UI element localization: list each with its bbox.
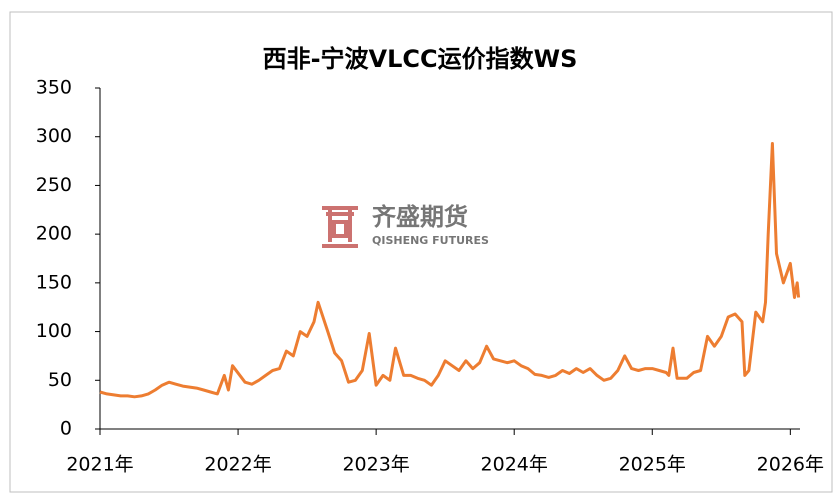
y-tick-label: 150 — [36, 271, 72, 293]
y-tick-label: 200 — [36, 223, 72, 245]
y-tick-label: 250 — [36, 174, 72, 196]
y-tick-label: 100 — [36, 320, 72, 342]
y-tick-label: 300 — [36, 125, 72, 147]
chart-frame — [9, 11, 833, 493]
x-tick-label: 2022年 — [204, 454, 271, 476]
y-tick-label: 50 — [48, 369, 72, 391]
x-tick-label: 2025年 — [619, 454, 686, 476]
watermark-subname: QISHENG FUTURES — [372, 234, 489, 247]
chart-title: 西非-宁波VLCC运价指数WS — [263, 45, 578, 73]
watermark: 齐盛期货 QISHENG FUTURES — [322, 203, 489, 248]
series-line — [99, 142, 801, 399]
x-tick-label: 2026年 — [757, 454, 824, 476]
x-tick-label: 2024年 — [481, 454, 548, 476]
y-tick-label: 350 — [36, 77, 72, 99]
y-tick-label: 0 — [60, 418, 72, 440]
x-tick-label: 2023年 — [342, 454, 409, 476]
watermark-logo — [322, 206, 358, 248]
watermark-name: 齐盛期货 — [372, 203, 468, 231]
x-tick-label: 2021年 — [66, 454, 133, 476]
